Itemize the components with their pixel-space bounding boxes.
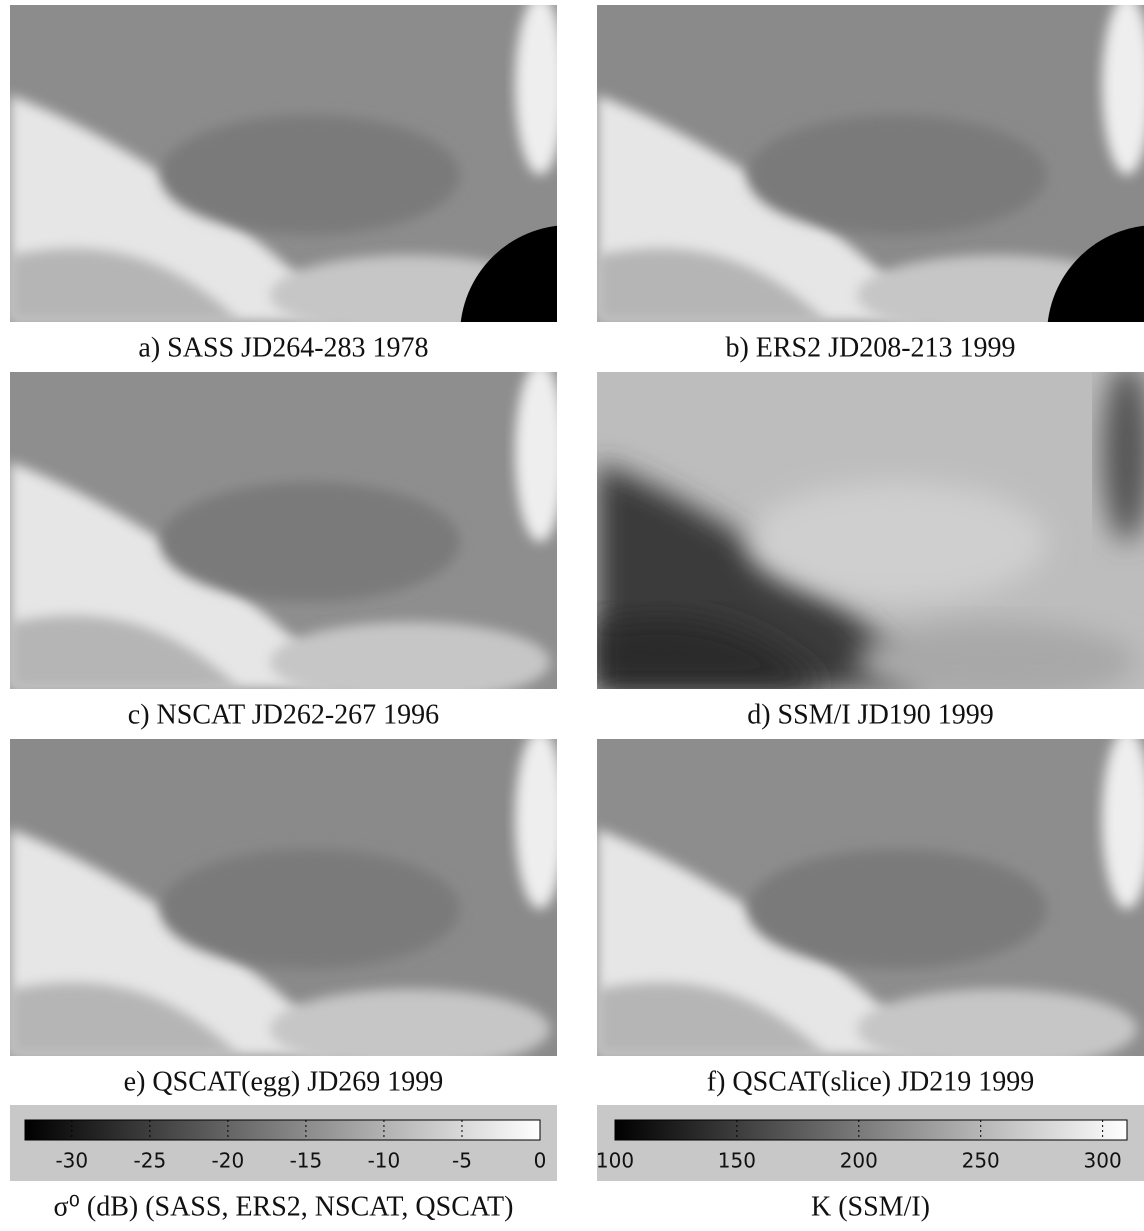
image-panel — [10, 362, 565, 702]
image-feature — [515, 362, 565, 542]
image-feature — [270, 622, 550, 702]
image-feature — [160, 115, 460, 235]
panel-caption: e) QSCAT(egg) JD269 1999 — [124, 1066, 444, 1097]
image-feature — [747, 482, 1047, 602]
tick-label: 300 — [1084, 1149, 1122, 1173]
tick-label: -25 — [134, 1149, 167, 1173]
tick-label: -15 — [290, 1149, 323, 1173]
tick-label: -5 — [452, 1149, 472, 1173]
panel-caption: f) QSCAT(slice) JD219 1999 — [707, 1066, 1034, 1097]
image-feature — [160, 482, 460, 602]
panel-caption: b) ERS2 JD208-213 1999 — [725, 332, 1015, 363]
image-feature — [160, 849, 460, 969]
colorbar — [615, 1120, 1127, 1140]
panel-caption: d) SSM/I JD190 1999 — [747, 699, 994, 730]
tick-label: 0 — [534, 1149, 547, 1173]
colorbar-label: σ⁰ (dB) (SASS, ERS2, NSCAT, QSCAT) — [54, 1191, 514, 1222]
colorbar-frame — [10, 1105, 557, 1181]
tick-label: 150 — [718, 1149, 756, 1173]
tick-label: 100 — [596, 1149, 634, 1173]
image-feature — [857, 622, 1137, 702]
image-feature — [857, 989, 1137, 1069]
panel-caption: c) NSCAT JD262-267 1996 — [128, 699, 439, 730]
image-feature — [270, 989, 550, 1069]
tick-label: -30 — [55, 1149, 88, 1173]
figure: a) SASS JD264-283 1978 b) ERS2 JD208-213 … — [0, 0, 1144, 1231]
colorbar-label: K (SSM/I) — [811, 1191, 930, 1222]
image-feature — [515, 0, 565, 175]
panel-caption: a) SASS JD264-283 1978 — [138, 332, 428, 363]
tick-label: 250 — [962, 1149, 1000, 1173]
colorbar — [25, 1120, 540, 1140]
tick-label: 200 — [840, 1149, 878, 1173]
tick-label: -20 — [212, 1149, 245, 1173]
image-panel — [597, 362, 1144, 702]
image-panel — [597, 729, 1144, 1069]
image-feature — [515, 729, 565, 909]
page: {"panels": [ {"caption": "a) SASS JD264-… — [0, 0, 1144, 1231]
image-panel — [10, 729, 565, 1069]
image-feature — [747, 849, 1047, 969]
image-feature — [747, 115, 1047, 235]
tick-label: -10 — [368, 1149, 401, 1173]
